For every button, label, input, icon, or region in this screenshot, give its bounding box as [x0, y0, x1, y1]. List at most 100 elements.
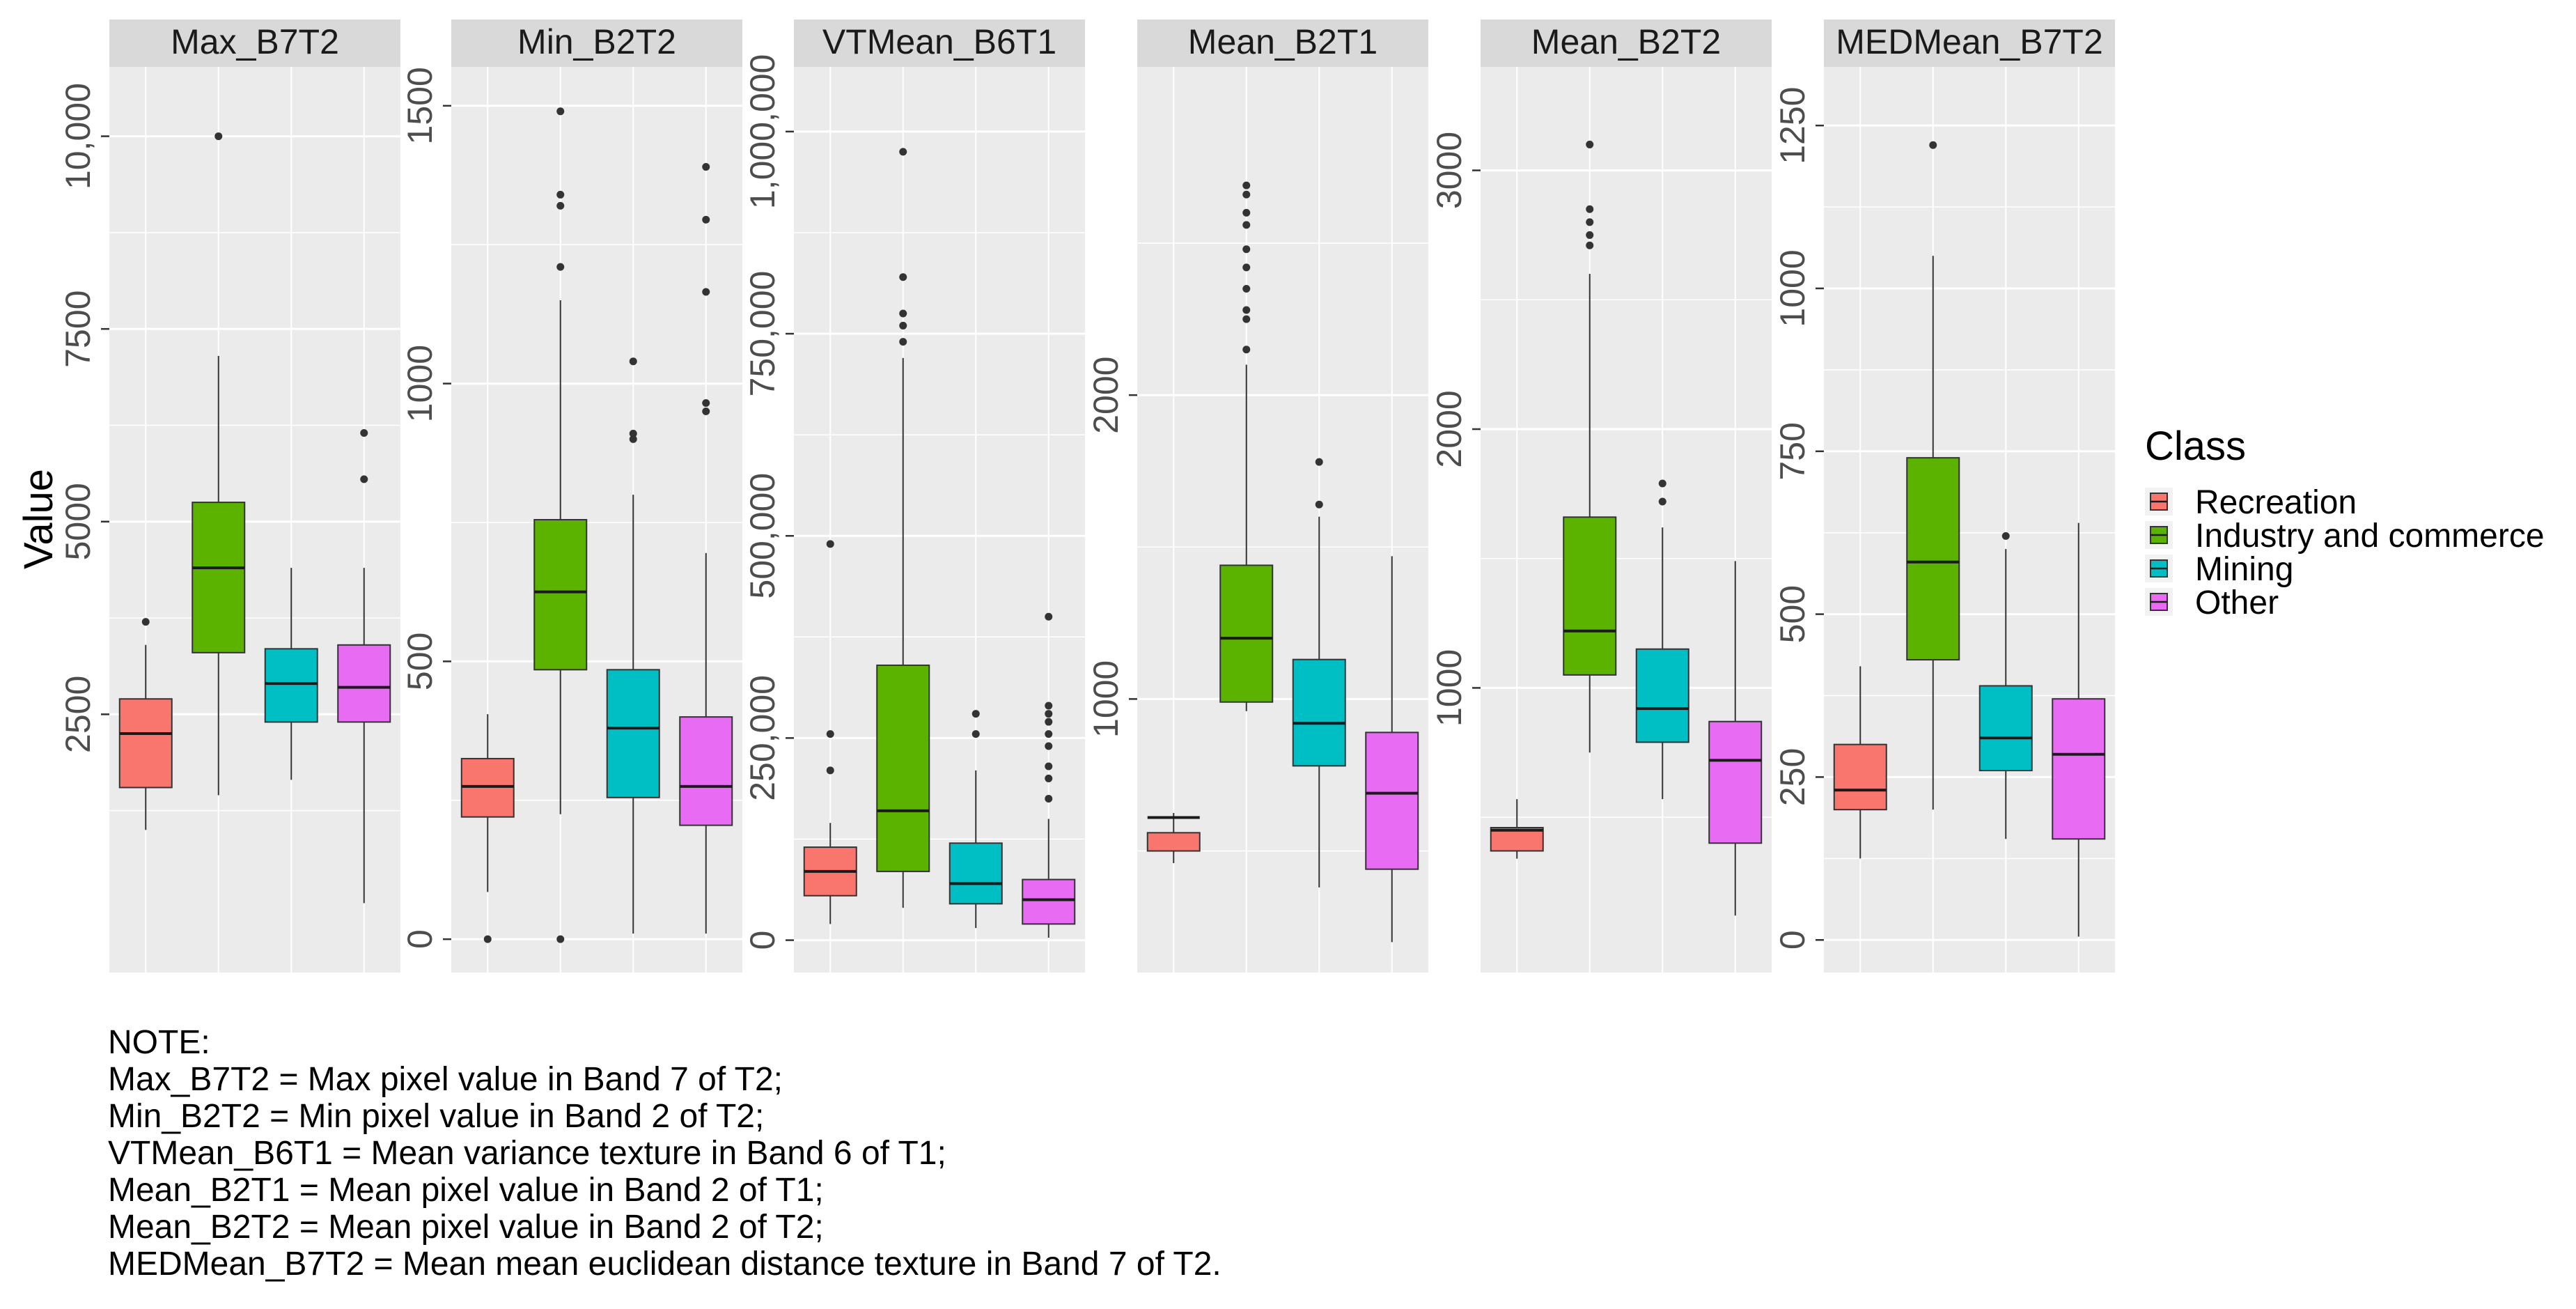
boxplot-figure: Value class 25005000750010,000Max_B7T205…	[16, 20, 2545, 975]
outlier-point	[556, 107, 565, 116]
panel-background	[109, 67, 400, 973]
facet-panel: 1000 2000 3000 Mean_B2T2	[1430, 20, 1772, 973]
note-block: NOTE: Max_B7T2 = Max pixel value in Band…	[108, 1024, 1221, 1283]
facet-panel: 0 500 1000 1500 Min_B2T2	[400, 20, 742, 973]
box-iqr	[876, 664, 930, 872]
note-line: MEDMean_B7T2 = Mean mean euclidean dista…	[108, 1246, 1221, 1283]
facet-strip-label: VTMean_B6T1	[822, 22, 1056, 61]
outlier-point	[1045, 718, 1053, 726]
box-mining	[1292, 458, 1346, 888]
box-industry-and-commerce	[1906, 141, 1960, 810]
outlier-point	[1586, 140, 1594, 148]
y-tick-label: 500,000	[743, 473, 782, 599]
legend-entry: Recreation	[2145, 484, 2357, 521]
outlier-point	[1242, 190, 1251, 199]
box-iqr	[264, 648, 318, 723]
outlier-point	[702, 399, 710, 408]
outlier-point	[141, 618, 150, 626]
legend-label: Industry and commerce	[2195, 518, 2545, 555]
outlier-point	[1242, 284, 1251, 293]
outlier-point	[556, 935, 565, 943]
outlier-point	[1242, 306, 1251, 314]
box-recreation	[460, 714, 515, 943]
outlier-point	[556, 263, 565, 271]
y-axis-title: Value	[16, 469, 61, 569]
outlier-point	[1658, 497, 1666, 506]
box-iqr	[679, 716, 733, 826]
facet-panel: 0 250 500 750 1000 1250 MEDMean_B7T2	[1773, 20, 2115, 973]
box-industry-and-commerce	[1563, 140, 1617, 753]
y-tick-label: 500	[1773, 585, 1812, 643]
outlier-point	[1242, 346, 1251, 354]
box-industry-and-commerce	[192, 132, 246, 796]
facet-strip-label: Min_B2T2	[517, 22, 676, 61]
y-tick-label: 1000	[1773, 249, 1812, 327]
box-mining	[1978, 532, 2033, 839]
outlier-point	[1045, 794, 1053, 803]
legend-label: Other	[2195, 584, 2279, 621]
facet-panel: 1000 2000 Mean_B2T1	[1086, 20, 1428, 973]
y-tick-label: 3000	[1430, 132, 1469, 209]
y-tick-label: 1000	[400, 345, 439, 422]
facet-strip	[109, 20, 400, 67]
panel-background	[794, 67, 1085, 973]
note-line: Mean_B2T2 = Mean pixel value in Band 2 o…	[108, 1209, 824, 1246]
outlier-point	[702, 215, 710, 224]
outlier-point	[899, 148, 907, 156]
box-iqr	[533, 519, 588, 671]
legend-entry: Other	[2145, 584, 2279, 621]
note-line: Max_B7T2 = Max pixel value in Band 7 of …	[108, 1061, 783, 1098]
box-iqr	[1022, 878, 1076, 925]
y-tick-label: 2000	[1086, 357, 1125, 434]
y-tick-label: 1,000,000	[743, 54, 782, 209]
outlier-point	[1315, 458, 1323, 466]
note-line: Mean_B2T1 = Mean pixel value in Band 2 o…	[108, 1172, 824, 1209]
box-iqr	[1292, 658, 1346, 767]
outlier-point	[702, 163, 710, 171]
legend-label: Recreation	[2195, 484, 2357, 521]
legend-label: Mining	[2195, 551, 2293, 588]
box-mining	[949, 710, 1003, 929]
facet-strip	[451, 20, 742, 67]
outlier-point	[899, 338, 907, 346]
box-iqr	[1833, 743, 1887, 811]
box-other	[337, 429, 391, 904]
outlier-point	[971, 710, 980, 718]
outlier-point	[826, 766, 834, 775]
box-recreation	[803, 540, 857, 924]
y-tick-label: 250	[1773, 748, 1812, 806]
legend-entry: Mining	[2145, 551, 2293, 588]
outlier-point	[899, 273, 907, 281]
panel-background	[451, 67, 742, 973]
outlier-point	[360, 429, 368, 437]
outlier-point	[1586, 241, 1594, 249]
outlier-point	[1242, 221, 1251, 229]
outlier-point	[826, 730, 834, 738]
facet-panel: 2500 5000 7500 10,000 Max_B7T2	[58, 20, 400, 973]
outlier-point	[629, 435, 637, 443]
y-tick-label: 2500	[58, 676, 97, 753]
outlier-point	[1586, 231, 1594, 239]
outlier-point	[971, 730, 980, 738]
box-industry-and-commerce	[876, 148, 930, 908]
box-iqr	[118, 698, 173, 789]
y-tick-label: 1500	[400, 67, 439, 144]
box-recreation	[1146, 812, 1201, 863]
facet-strip-label: Max_B7T2	[171, 22, 339, 61]
y-tick-label: 0	[1773, 930, 1812, 950]
outlier-point	[1586, 218, 1594, 226]
box-mining	[264, 568, 318, 780]
outlier-point	[1045, 702, 1053, 710]
box-other	[1365, 556, 1419, 943]
legend-title: Class	[2145, 424, 2246, 469]
box-iqr	[606, 669, 660, 798]
outlier-point	[629, 357, 637, 366]
y-tick-label: 10,000	[58, 83, 97, 189]
y-tick-label: 250,000	[743, 675, 782, 801]
box-other	[679, 163, 733, 934]
outlier-point	[483, 935, 492, 943]
outlier-point	[1242, 181, 1251, 189]
outlier-point	[899, 321, 907, 330]
y-tick-label: 2000	[1430, 390, 1469, 467]
